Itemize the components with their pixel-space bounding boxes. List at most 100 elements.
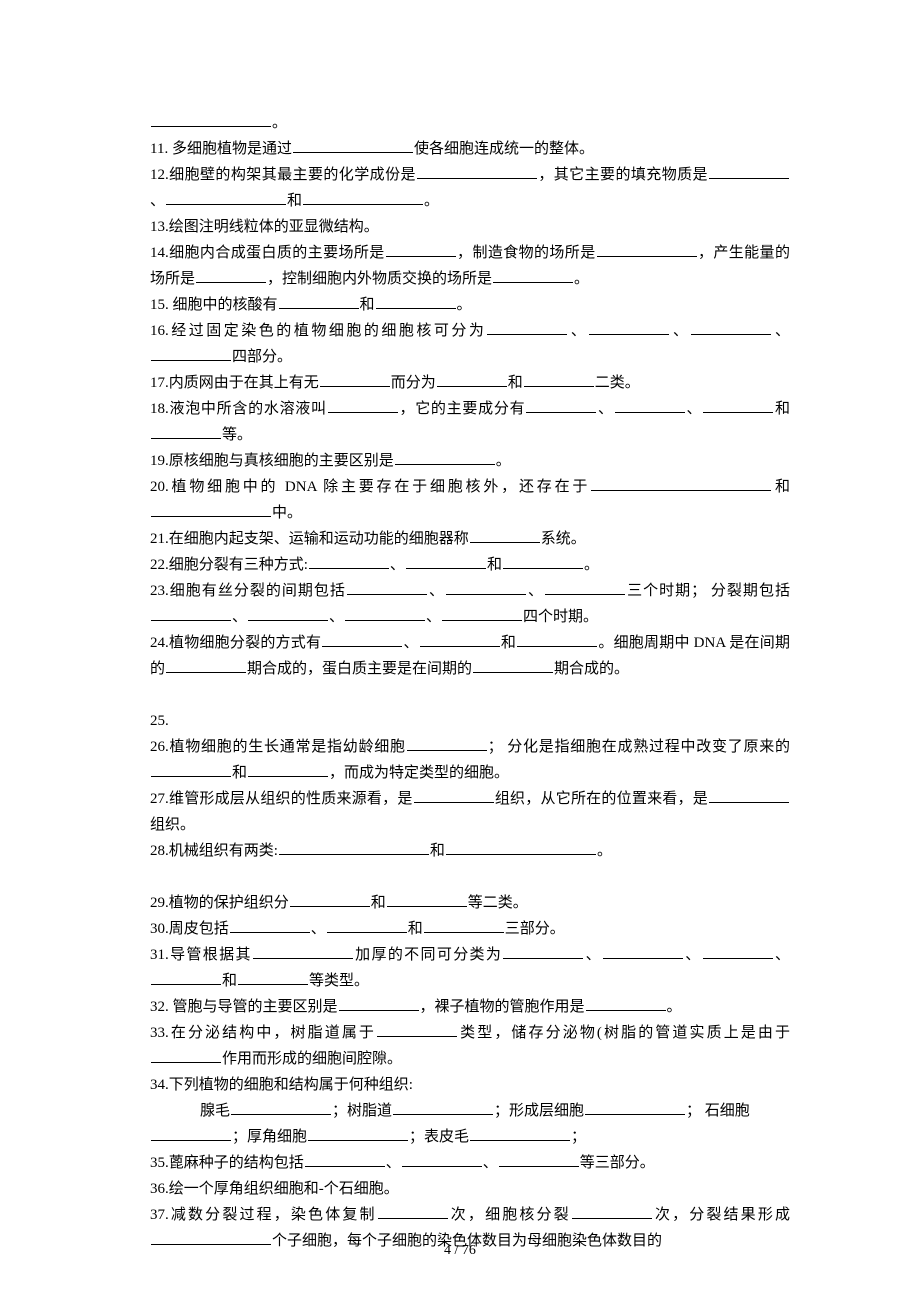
- num: 19.: [150, 453, 169, 469]
- q35: 35.蓖麻种子的结构包括、、等三部分。: [150, 1150, 790, 1176]
- num: 22.: [150, 557, 169, 573]
- q34-line2: ；厚角细胞；表皮毛；: [150, 1124, 790, 1150]
- q22: 22.细胞分裂有三种方式:、和。: [150, 552, 790, 578]
- text: ，控制细胞内外物质交换的场所是: [267, 271, 492, 287]
- num: 28.: [150, 843, 169, 859]
- q15: 15. 细胞中的核酸有和。: [150, 292, 790, 318]
- blank: [493, 267, 573, 283]
- text: 三部分。: [505, 921, 565, 937]
- text: 等二类。: [468, 895, 528, 911]
- blank: [589, 319, 669, 335]
- blank: [545, 579, 625, 595]
- blank: [406, 553, 486, 569]
- text: 、: [428, 583, 445, 599]
- blank: [151, 1125, 231, 1141]
- num: 24.: [150, 635, 169, 651]
- blank: [377, 1021, 457, 1037]
- text: 在分泌结构中，树脂道属于: [169, 1025, 376, 1041]
- blank: [328, 397, 398, 413]
- text: ；形成层细胞: [494, 1103, 584, 1119]
- text: 植物细胞分裂的方式有: [169, 635, 321, 651]
- text: 、: [684, 947, 702, 963]
- q24: 24.植物细胞分裂的方式有、和。细胞周期中 DNA 是在间期的期合成的，蛋白质主…: [150, 630, 790, 682]
- q31: 31.导管根据其加厚的不同可分类为、、、和等类型。: [150, 942, 790, 994]
- text: 、: [403, 635, 418, 651]
- text: 。: [272, 115, 287, 131]
- blank: [166, 189, 286, 205]
- q13: 13.绘图注明线粒体的亚显微结构。: [150, 214, 790, 240]
- q29: 29.植物的保护组织分和等二类。: [150, 890, 790, 916]
- text: 植物细胞中的 DNA 除主要存在于细胞核外，还存在于: [169, 479, 590, 495]
- blank: [345, 605, 425, 621]
- blank: [526, 397, 596, 413]
- blank: [293, 137, 413, 153]
- text: 二类。: [595, 375, 640, 391]
- blank: [387, 891, 467, 907]
- text: 、: [774, 947, 790, 963]
- blank: [279, 839, 429, 855]
- text: 、: [232, 609, 247, 625]
- num: 26.: [150, 739, 169, 755]
- text: ；树脂道: [332, 1103, 392, 1119]
- blank: [517, 631, 597, 647]
- text: 原核细胞与真核细胞的主要区别是: [169, 453, 394, 469]
- text: 在细胞内起支架、运输和运动功能的细胞器称: [169, 531, 469, 547]
- blank: [308, 1125, 408, 1141]
- blank: [393, 1099, 493, 1115]
- text: 、: [426, 609, 441, 625]
- text: 细胞壁的构架其最主要的化学成份是: [169, 167, 416, 183]
- blank: [499, 1151, 579, 1167]
- blank: [248, 761, 328, 777]
- blank: [248, 605, 328, 621]
- blank: [603, 943, 683, 959]
- spacer: [150, 864, 790, 890]
- text: 腺毛: [200, 1103, 230, 1119]
- q16: 16.经过固定染色的植物细胞的细胞核可分为、、、四部分。: [150, 318, 790, 370]
- blank: [231, 1099, 331, 1115]
- blank: [437, 371, 507, 387]
- text: 次，分裂结果形成: [653, 1207, 790, 1223]
- num: 20.: [150, 479, 169, 495]
- blank: [376, 293, 456, 309]
- text: 和: [408, 921, 423, 937]
- q36: 36.绘一个厚角组织细胞和-个石细胞。: [150, 1176, 790, 1202]
- text: 绘一个厚角组织细胞和-个石细胞。: [169, 1181, 399, 1197]
- text: 期合成的。: [554, 661, 629, 677]
- blank: [378, 1203, 448, 1219]
- q14: 14.细胞内合成蛋白质的主要场所是，制造食物的场所是，产生能量的场所是，控制细胞…: [150, 240, 790, 292]
- num: 35.: [150, 1155, 169, 1171]
- text: 。: [457, 297, 472, 313]
- text: 、: [597, 401, 613, 417]
- text: 组织。: [150, 817, 195, 833]
- text: 多细胞植物是通过: [168, 141, 292, 157]
- num: 29.: [150, 895, 169, 911]
- text: 、: [483, 1155, 498, 1171]
- text: 和: [232, 765, 247, 781]
- text: 作用而形成的细胞间腔隙。: [222, 1051, 402, 1067]
- text: 三个时期； 分裂期包括: [626, 583, 790, 599]
- q28: 28.机械组织有两类:和。: [150, 838, 790, 864]
- num: 11.: [150, 141, 168, 157]
- blank: [487, 319, 567, 335]
- text: 细胞分裂有三种方式:: [169, 557, 308, 573]
- blank: [386, 241, 456, 257]
- blank: [417, 163, 537, 179]
- blank: [586, 995, 666, 1011]
- num: 16.: [150, 323, 169, 339]
- blank: [305, 1151, 385, 1167]
- q18: 18.液泡中所含的水溶液叫，它的主要成分有、、和等。: [150, 396, 790, 448]
- text: 。: [574, 271, 589, 287]
- num: 21.: [150, 531, 169, 547]
- text: 周皮包括: [169, 921, 229, 937]
- text: 类型，储存分泌物(树脂的管道实质上是由于: [458, 1025, 790, 1041]
- text: 、: [390, 557, 405, 573]
- text: 减数分裂过程，染色体复制: [169, 1207, 377, 1223]
- blank: [597, 241, 697, 257]
- text: 中。: [272, 505, 302, 521]
- blank: [446, 579, 526, 595]
- blank: [503, 943, 583, 959]
- text: 、: [527, 583, 544, 599]
- text: 、: [311, 921, 326, 937]
- text: ，而成为特定类型的细胞。: [329, 765, 509, 781]
- blank: [151, 969, 221, 985]
